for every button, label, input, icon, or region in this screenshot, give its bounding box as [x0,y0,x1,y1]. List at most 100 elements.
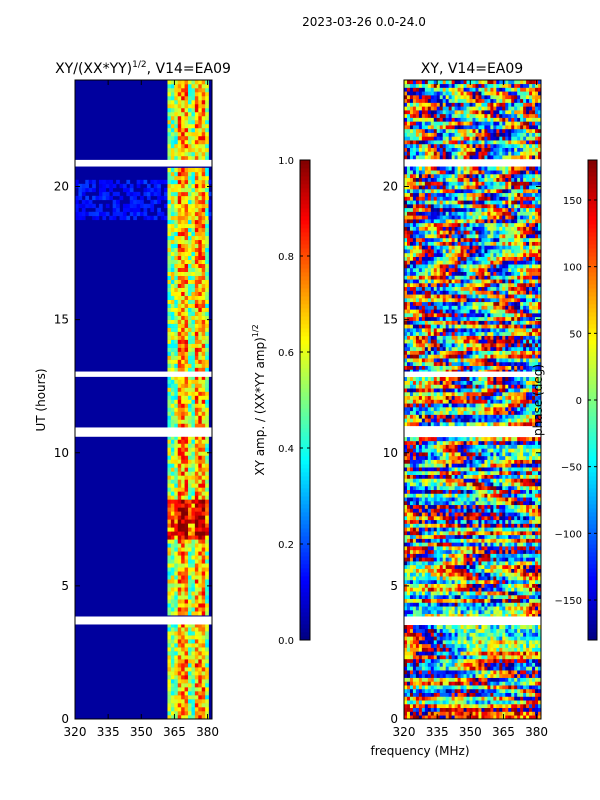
amplitude-heatmap-cell [205,639,209,644]
amplitude-heatmap-cell [188,663,192,668]
amplitude-heatmap-cell [205,535,209,540]
amplitude-heatmap-cell [194,511,199,516]
amplitude-colorbar-segment [300,344,310,349]
phase-heatmap-cell [406,688,411,693]
phase-heatmap-cell [430,613,435,618]
phase-heatmap-cell [404,527,408,532]
amplitude-heatmap-cell [177,91,182,97]
phase-heatmap-cell [511,632,515,637]
phase-heatmap-cell [496,647,500,652]
amplitude-colorbar-segment [300,616,310,621]
phase-heatmap-cell [424,602,429,607]
phase-heatmap-cell [526,673,530,678]
amplitude-xtick-label: 350 [130,725,153,739]
phase-heatmap-cell [469,673,473,678]
phase-heatmap-cell [475,606,479,611]
phase-heatmap-cell [535,568,539,573]
phase-heatmap-cell [502,685,506,690]
amplitude-heatmap-cell [174,319,179,324]
phase-heatmap-cell [535,587,539,592]
phase-heatmap-cell [499,703,503,709]
phase-heatmap-cell [466,666,470,671]
phase-heatmap-cell [421,692,426,697]
phase-heatmap-cell [478,707,482,712]
amplitude-heatmap-cell [98,195,103,201]
phase-heatmap-cell [511,696,515,701]
phase-heatmap-cell [499,666,503,671]
phase-heatmap-cell [427,549,432,554]
amplitude-heatmap-cell [146,187,151,193]
phase-heatmap-cell [404,489,408,494]
amplitude-heatmap-cell [198,107,203,113]
phase-heatmap-cell [511,651,515,656]
amplitude-heatmap-cell [174,315,179,320]
amplitude-heatmap-cell [85,211,89,217]
phase-heatmap-cell [505,523,509,528]
phase-heatmap-cell [514,666,518,671]
phase-heatmap-cell [514,564,518,569]
amplitude-heatmap-cell [188,531,192,536]
amplitude-heatmap-cell [184,415,189,420]
amplitude-heatmap-cell [205,383,209,388]
phase-heatmap-cell [502,504,506,509]
amplitude-heatmap-cell [188,715,192,720]
amplitude-heatmap-cell [205,191,209,197]
amplitude-heatmap-cell [198,235,203,241]
phase-heatmap-cell [466,613,470,618]
phase-heatmap-cell [454,692,458,697]
amplitude-heatmap-cell [188,547,192,552]
phase-heatmap-cell [415,707,420,712]
amplitude-heatmap-cell [167,111,172,117]
phase-heatmap-cell [406,561,411,566]
amplitude-heatmap-cell [177,139,182,145]
phase-heatmap-cell [457,489,461,494]
amplitude-heatmap-cell [205,419,209,424]
amplitude-heatmap-cell [170,567,175,572]
phase-heatmap-cell [472,587,476,592]
phase-heatmap-cell [514,640,518,645]
phase-heatmap-cell [490,527,494,532]
amplitude-heatmap-cell [198,471,203,476]
phase-heatmap-cell [415,609,420,615]
amplitude-heatmap-cell [191,515,196,520]
phase-heatmap-cell [511,692,515,697]
phase-heatmap-cell [436,711,441,716]
phase-heatmap-cell [436,497,441,502]
phase-heatmap-cell [490,602,494,607]
amplitude-heatmap-cell [191,623,196,628]
phase-heatmap-cell [529,485,533,491]
amplitude-heatmap-cell [188,471,192,476]
phase-heatmap-cell [505,591,509,596]
amplitude-heatmap-cell [191,231,196,237]
amplitude-heatmap-cell [191,439,196,444]
amplitude-heatmap-cell [198,411,203,416]
amplitude-heatmap-cell [191,391,196,396]
phase-heatmap-cell [481,489,485,494]
phase-heatmap-cell [451,696,455,701]
phase-heatmap-cell [424,636,429,641]
phase-heatmap-cell [430,531,435,536]
phase-heatmap-cell [511,564,515,569]
phase-heatmap-cell [457,673,461,678]
phase-heatmap-cell [418,606,423,611]
phase-heatmap-cell [523,527,527,532]
amplitude-heatmap-cell [181,203,185,209]
phase-heatmap-cell [415,658,420,663]
amplitude-heatmap-cell [167,443,172,448]
amplitude-heatmap-cell [191,107,196,113]
phase-heatmap-cell [448,512,452,517]
phase-heatmap-cell [406,579,411,584]
amplitude-heatmap-cell [188,139,192,145]
phase-heatmap-cell [404,531,408,536]
phase-heatmap-cell [538,527,542,532]
phase-heatmap-cell [469,598,473,603]
amplitude-heatmap-cell [170,599,175,604]
phase-heatmap-cell [490,587,494,592]
amplitude-heatmap-cell [188,267,192,272]
amplitude-heatmap-cell [177,479,182,484]
amplitude-heatmap-cell [205,271,209,276]
phase-heatmap-cell [404,606,408,611]
amplitude-heatmap-cell [167,451,172,456]
amplitude-heatmap-cell [167,87,172,93]
phase-heatmap-cell [442,519,446,524]
